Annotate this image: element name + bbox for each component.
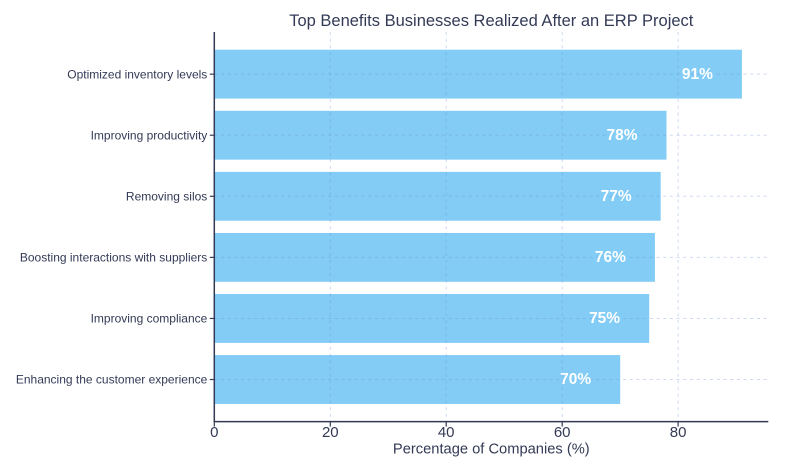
svg-text:20: 20 xyxy=(322,424,339,441)
svg-text:91%: 91% xyxy=(682,66,713,83)
svg-text:78%: 78% xyxy=(606,127,637,144)
svg-text:Enhancing the customer experie: Enhancing the customer experience xyxy=(16,373,208,387)
svg-text:76%: 76% xyxy=(595,249,626,266)
svg-text:80: 80 xyxy=(670,424,687,441)
svg-text:40: 40 xyxy=(438,424,455,441)
svg-text:Top Benefits Businesses Realiz: Top Benefits Businesses Realized After a… xyxy=(289,12,694,30)
svg-text:60: 60 xyxy=(554,424,571,441)
svg-text:0: 0 xyxy=(210,424,218,441)
svg-text:Percentage of Companies (%): Percentage of Companies (%) xyxy=(393,442,590,458)
svg-text:70%: 70% xyxy=(560,371,591,388)
svg-text:Improving productivity: Improving productivity xyxy=(91,128,208,142)
svg-text:Improving compliance: Improving compliance xyxy=(91,312,208,326)
svg-text:77%: 77% xyxy=(601,188,632,205)
svg-text:75%: 75% xyxy=(589,310,620,327)
svg-text:Optimized inventory levels: Optimized inventory levels xyxy=(67,67,207,81)
svg-text:Boosting interactions with sup: Boosting interactions with suppliers xyxy=(20,251,207,265)
svg-text:Removing silos: Removing silos xyxy=(126,189,207,203)
